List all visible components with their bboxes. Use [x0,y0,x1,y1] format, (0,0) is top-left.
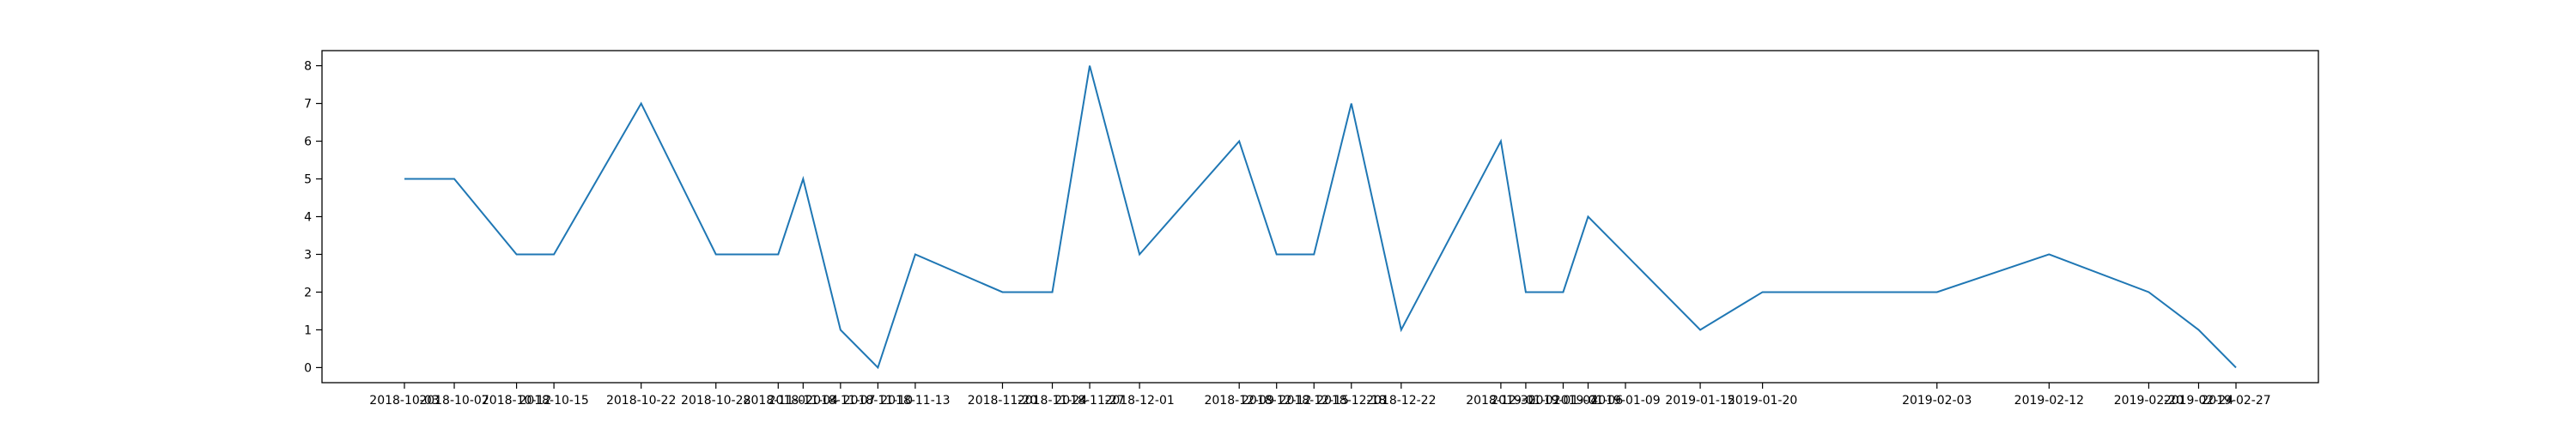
x-tick-label: 2018-10-28 [681,394,750,408]
x-tick-label: 2019-01-09 [1590,394,1660,408]
x-tick-label: 2018-10-15 [519,394,588,408]
x-tick-label: 2018-12-09 [1204,394,1273,408]
x-tick-label: 2018-10-03 [369,394,439,408]
x-tick-label: 2018-12-30 [1466,394,1535,408]
x-tick-label: 2018-11-02 [744,394,813,408]
x-tick-label: 2018-12-12 [1242,394,1311,408]
x-tick-label: 2018-12-01 [1104,394,1174,408]
x-tick-label: 2019-01-15 [1665,394,1735,408]
x-tick-label: 2018-10-22 [606,394,676,408]
x-tick-label: 2019-02-24 [2164,394,2233,408]
x-tick-label: 2018-11-27 [1054,394,1124,408]
x-tick-label: 2019-02-03 [1902,394,1971,408]
x-tick-label: 2019-01-01 [1491,394,1560,408]
y-tick-label: 8 [304,60,312,74]
y-tick-label: 3 [304,248,312,262]
x-tick-label: 2018-11-20 [968,394,1037,408]
x-tick-label: 2018-11-13 [880,394,950,408]
y-tick-label: 4 [304,211,312,225]
y-tick-label: 5 [304,173,312,187]
x-tick-label: 2019-02-20 [2114,394,2184,408]
plot-frame [321,50,2319,384]
x-tick-label: 2019-01-20 [1728,394,1797,408]
x-tick-label: 2019-02-27 [2201,394,2270,408]
x-tick-label: 2018-10-07 [419,394,489,408]
x-tick-label: 2018-12-18 [1316,394,1386,408]
x-tick-label: 2019-02-12 [2014,394,2084,408]
x-tick-label: 2019-01-06 [1553,394,1623,408]
x-tick-label: 2018-11-04 [769,394,838,408]
x-tick-label: 2018-11-24 [1018,394,1087,408]
y-tick-label: 6 [304,136,312,149]
x-tick-label: 2018-10-12 [482,394,551,408]
y-tick-label: 7 [304,98,312,112]
y-tick-label: 2 [304,286,312,299]
plot-area [322,51,2318,383]
x-tick-label: 2018-11-10 [843,394,913,408]
x-tick-label: 2018-12-22 [1366,394,1436,408]
x-tick-label: 2019-01-04 [1528,394,1598,408]
x-axis: 2018-10-032018-10-072018-10-122018-10-15… [369,383,2271,408]
y-tick-label: 1 [304,323,312,337]
x-tick-label: 2018-12-15 [1279,394,1349,408]
x-tick-label: 2018-11-07 [805,394,875,408]
y-axis: 0 1 2 3 4 5 6 7 8 [304,60,322,375]
y-tick-label: 0 [304,361,312,375]
series-line [404,65,2237,370]
